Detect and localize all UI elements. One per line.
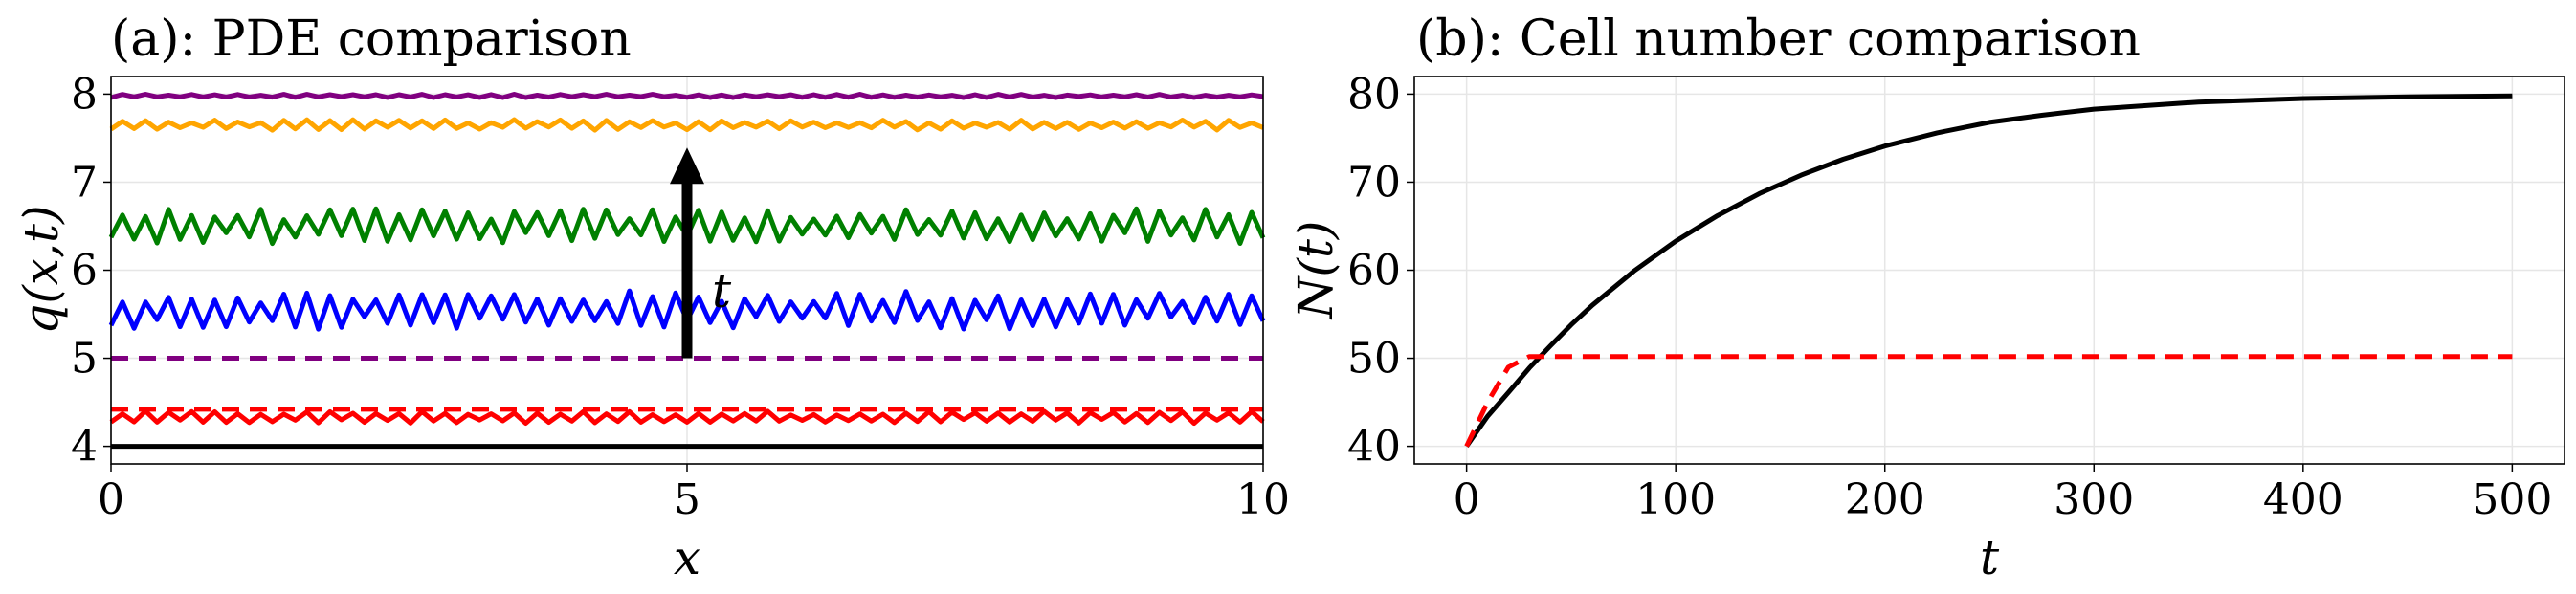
panel-b-xtick-label: 300 (2054, 475, 2134, 524)
panel-b-series (1464, 93, 2513, 449)
panel-b-xtick-label: 500 (2472, 475, 2552, 524)
panel-a-xtick-label: 0 (98, 475, 124, 524)
panel-a-ylabel: q(x,t) (13, 205, 69, 334)
panel-b-xtick-label: 200 (1845, 475, 1925, 524)
panel-a-ytick-label: 7 (71, 158, 98, 207)
panel-a-xlabel: x (674, 530, 700, 585)
panel-b-ytick-label: 40 (1347, 423, 1401, 472)
panel-a-ytick-label: 4 (71, 423, 98, 472)
panel-b-ytick-label: 60 (1347, 247, 1401, 296)
panel-a: (a): PDE comparison t 0 5 10 4 5 6 7 8 x q(x,t) (13, 11, 1290, 585)
panel-b: (b): Cell number comparison 0 100 200 300 40… (1288, 11, 2565, 585)
panel-a-title: (a): PDE comparison (111, 11, 632, 68)
panel-a-ytick-label: 8 (71, 70, 98, 119)
panel-b-grid (1414, 77, 2565, 464)
panel-a-series-line (109, 117, 1264, 133)
panel-b-title: (b): Cell number comparison (1416, 11, 2141, 68)
panel-b-xtick-label: 100 (1635, 475, 1716, 524)
panel-b-ytick-label: 50 (1347, 335, 1401, 384)
panel-b-xlabel: t (1980, 530, 2000, 585)
panel-a-ticks: 0 5 10 4 5 6 7 8 (71, 70, 1290, 524)
panel-b-ylabel: N(t) (1288, 221, 1344, 320)
panel-b-ytick-label: 80 (1347, 70, 1401, 119)
panel-b-ticks: 0 100 200 300 400 500 40 50 60 70 80 (1347, 70, 2552, 524)
panel-a-xtick-label: 10 (1236, 475, 1290, 524)
panel-b-series-line (1464, 354, 2513, 448)
panel-b-ytick-label: 70 (1347, 158, 1401, 207)
panel-a-series-line (109, 408, 1265, 427)
panel-b-xtick-label: 400 (2263, 475, 2343, 524)
panel-a-ytick-label: 5 (71, 335, 98, 384)
time-arrow: t (670, 147, 732, 359)
time-arrow-head (670, 147, 704, 185)
panel-a-ytick-label: 6 (71, 247, 98, 296)
panel-a-series-line (110, 92, 1264, 100)
panel-b-xtick-label: 0 (1454, 475, 1480, 524)
panel-a-xtick-label: 5 (674, 475, 700, 524)
time-arrow-label: t (712, 263, 732, 319)
panel-b-series-line (1464, 93, 2513, 449)
